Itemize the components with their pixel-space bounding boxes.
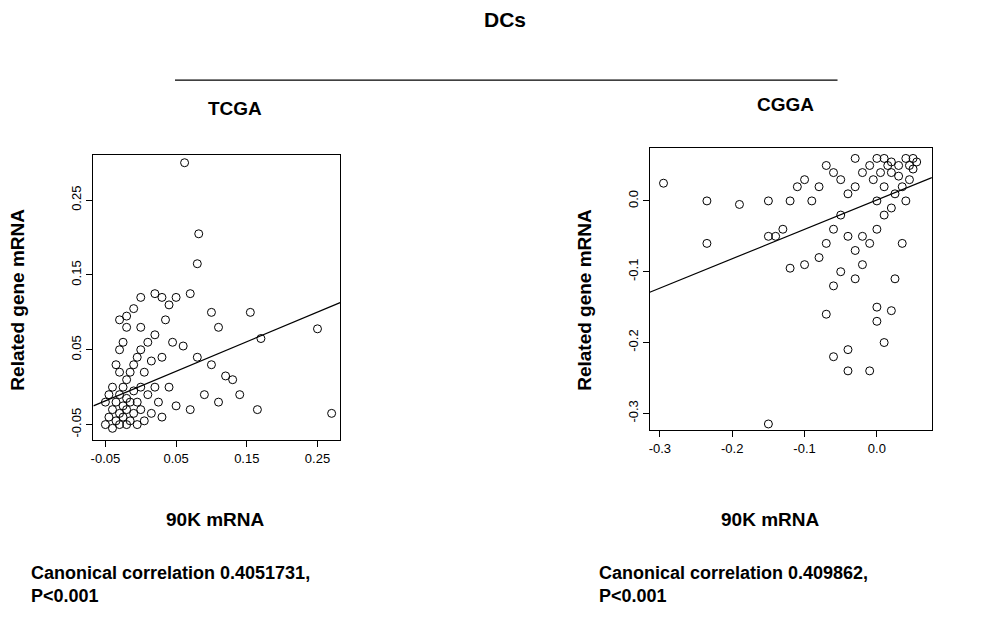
svg-text:DCs: DCs (484, 8, 526, 31)
svg-text:-0.05: -0.05 (91, 451, 121, 466)
svg-text:-0.3: -0.3 (649, 441, 671, 456)
svg-text:-0.3: -0.3 (626, 400, 641, 422)
svg-text:TCGA: TCGA (208, 98, 262, 119)
svg-text:0.15: 0.15 (234, 451, 259, 466)
svg-text:Related gene mRNA: Related gene mRNA (7, 209, 28, 391)
svg-text:90K mRNA: 90K mRNA (166, 509, 264, 530)
svg-text:Canonical correlation 0.409862: Canonical correlation 0.409862,P<0.001 (599, 563, 868, 606)
svg-text:90K mRNA: 90K mRNA (721, 509, 819, 530)
svg-text:0.25: 0.25 (305, 451, 330, 466)
svg-text:-0.05: -0.05 (69, 408, 84, 438)
svg-text:Related gene mRNA: Related gene mRNA (574, 209, 595, 391)
svg-text:0.05: 0.05 (163, 451, 188, 466)
svg-text:Canonical correlation 0.405173: Canonical correlation 0.4051731,P<0.001 (31, 563, 310, 606)
svg-text:0.05: 0.05 (69, 335, 84, 360)
svg-text:0.0: 0.0 (868, 441, 886, 456)
svg-text:-0.1: -0.1 (793, 441, 815, 456)
svg-text:0.25: 0.25 (69, 186, 84, 211)
svg-text:-0.2: -0.2 (721, 441, 743, 456)
svg-text:0.0: 0.0 (626, 190, 641, 208)
svg-text:0.15: 0.15 (69, 260, 84, 285)
svg-text:-0.1: -0.1 (626, 259, 641, 281)
svg-text:-0.2: -0.2 (626, 329, 641, 351)
svg-text:CGGA: CGGA (757, 94, 814, 115)
